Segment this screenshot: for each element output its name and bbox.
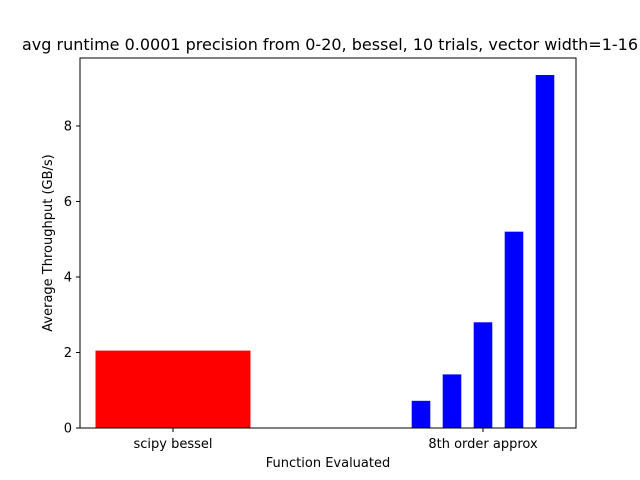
y-tick-label: 4 bbox=[64, 270, 72, 285]
y-tick-label: 0 bbox=[64, 422, 72, 437]
chart-title: avg runtime 0.0001 precision from 0-20, … bbox=[22, 35, 638, 54]
y-tick-label: 6 bbox=[64, 195, 72, 210]
y-tick-label: 2 bbox=[64, 346, 72, 361]
x-axis-ticks: scipy bessel 8th order approx bbox=[133, 428, 538, 452]
y-axis-ticks: 0 2 4 6 8 bbox=[64, 119, 80, 437]
x-axis-label: Function Evaluated bbox=[266, 456, 390, 471]
y-tick-label: 8 bbox=[64, 119, 72, 134]
x-tick-label: 8th order approx bbox=[428, 437, 538, 452]
bar-series2-4 bbox=[504, 231, 524, 428]
bars-group bbox=[95, 74, 555, 429]
y-axis-label: Average Throughput (GB/s) bbox=[41, 154, 56, 331]
bar-series2-5 bbox=[535, 74, 555, 429]
x-tick-label: scipy bessel bbox=[133, 437, 212, 452]
bar-series2-3 bbox=[473, 322, 493, 428]
plot-area-frame bbox=[79, 57, 577, 429]
bar-series2-2 bbox=[442, 374, 462, 428]
bar-series1-1 bbox=[95, 350, 251, 428]
bar-series2-1 bbox=[411, 400, 431, 428]
